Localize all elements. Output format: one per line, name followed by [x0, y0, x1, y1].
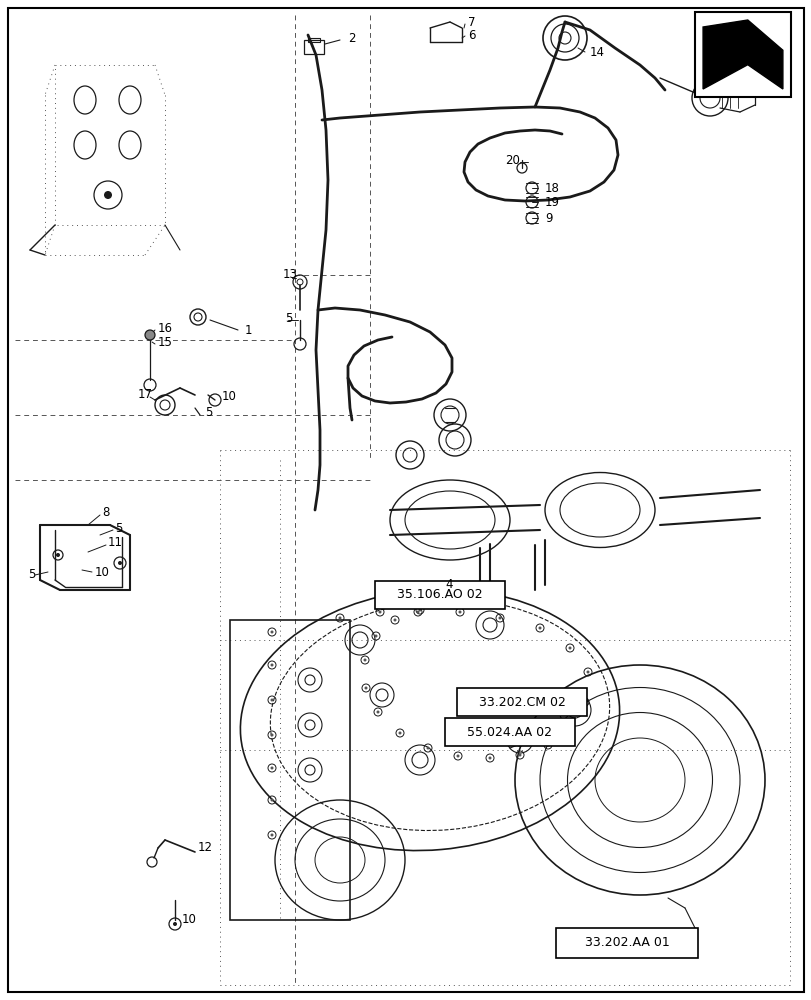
- Circle shape: [498, 616, 501, 619]
- Text: 5: 5: [204, 406, 212, 420]
- Text: 20: 20: [504, 154, 519, 167]
- Text: 12: 12: [198, 841, 212, 854]
- Circle shape: [270, 631, 273, 634]
- Text: 18: 18: [544, 182, 560, 195]
- Text: 15: 15: [158, 336, 173, 349]
- Text: 3: 3: [761, 84, 769, 97]
- Circle shape: [416, 610, 419, 613]
- Circle shape: [458, 610, 461, 613]
- Text: 9: 9: [544, 212, 551, 225]
- Circle shape: [363, 658, 366, 662]
- Text: 35.106.AO 02: 35.106.AO 02: [397, 588, 483, 601]
- Text: 5: 5: [285, 312, 292, 324]
- Polygon shape: [702, 20, 782, 89]
- Text: 55.024.AA 02: 55.024.AA 02: [467, 726, 551, 738]
- Circle shape: [56, 553, 60, 557]
- Text: 33.202.CM 02: 33.202.CM 02: [478, 696, 564, 708]
- Circle shape: [270, 698, 273, 702]
- Circle shape: [456, 754, 459, 758]
- Circle shape: [374, 635, 377, 638]
- Circle shape: [586, 670, 589, 674]
- Bar: [307, 38, 320, 42]
- Circle shape: [145, 330, 155, 340]
- Circle shape: [418, 608, 421, 611]
- Text: 33.202.AA 01: 33.202.AA 01: [584, 936, 669, 949]
- Text: 17: 17: [138, 388, 152, 401]
- Text: 10: 10: [182, 913, 196, 926]
- Circle shape: [538, 626, 541, 630]
- Text: 8: 8: [102, 506, 109, 518]
- Text: 10: 10: [95, 566, 109, 578]
- Circle shape: [426, 746, 429, 750]
- Circle shape: [488, 756, 491, 760]
- Circle shape: [546, 744, 549, 746]
- Circle shape: [270, 766, 273, 769]
- Text: 7: 7: [467, 16, 475, 29]
- Circle shape: [338, 616, 341, 619]
- Circle shape: [518, 754, 521, 756]
- Circle shape: [364, 686, 367, 690]
- Text: 2: 2: [348, 32, 355, 45]
- Text: 5: 5: [28, 568, 36, 582]
- Text: 19: 19: [544, 196, 560, 209]
- Circle shape: [173, 922, 177, 926]
- Circle shape: [568, 726, 571, 730]
- Circle shape: [376, 710, 379, 714]
- Circle shape: [270, 833, 273, 836]
- Bar: [556, 928, 697, 958]
- Circle shape: [378, 610, 381, 613]
- Bar: [694, 12, 790, 97]
- Text: 10: 10: [221, 389, 237, 402]
- Text: 5: 5: [115, 522, 122, 534]
- Circle shape: [104, 191, 112, 199]
- Text: 14: 14: [590, 46, 604, 59]
- Circle shape: [568, 647, 571, 650]
- Circle shape: [118, 561, 122, 565]
- Circle shape: [270, 798, 273, 801]
- Text: 4: 4: [444, 578, 452, 591]
- Text: 11: 11: [108, 536, 122, 550]
- Circle shape: [583, 700, 586, 704]
- Bar: [444, 718, 574, 746]
- Circle shape: [393, 618, 396, 621]
- Circle shape: [270, 734, 273, 736]
- Bar: [303, 40, 324, 54]
- Text: 1: 1: [245, 324, 252, 336]
- Bar: [230, 620, 350, 920]
- Bar: [457, 688, 586, 716]
- Text: 13: 13: [283, 268, 298, 282]
- Circle shape: [398, 732, 401, 734]
- Text: 6: 6: [467, 29, 475, 42]
- Bar: [375, 581, 504, 609]
- Circle shape: [270, 664, 273, 666]
- Text: 16: 16: [158, 322, 173, 334]
